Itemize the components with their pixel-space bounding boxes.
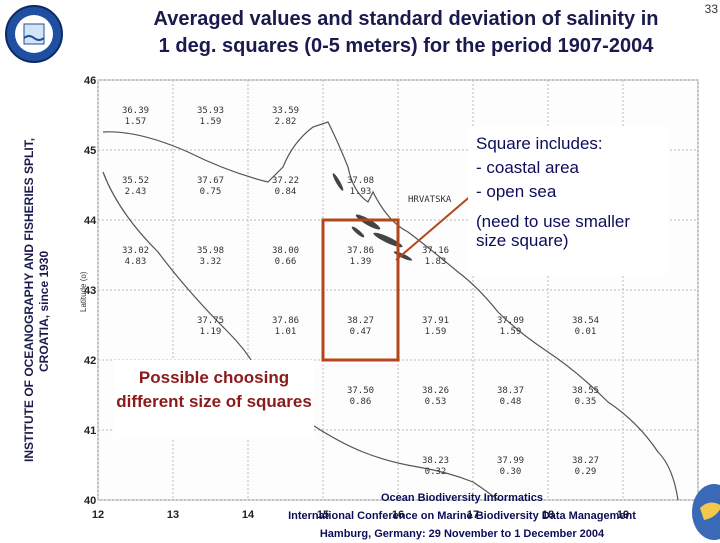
cell-mean: 37.86 xyxy=(272,316,299,326)
y-tick-label: 41 xyxy=(84,425,96,437)
institute-name: INSTITUTE OF OCEANOGRAPHY AND FISHERIES … xyxy=(22,137,36,462)
footer-line-1: Ocean Biodiversity Informatics xyxy=(381,492,543,504)
cell-sd: 0.32 xyxy=(425,467,447,477)
title-line-2: 1 deg. squares (0-5 meters) for the peri… xyxy=(158,35,654,57)
footer-line-2: International Conference on Marine Biodi… xyxy=(288,510,636,522)
cell-mean: 38.37 xyxy=(497,386,524,396)
cell-mean: 38.27 xyxy=(347,316,374,326)
cell-sd: 1.01 xyxy=(275,327,297,337)
x-tick-label: 18 xyxy=(542,509,554,521)
square-size-text: Possible choosing different size of squa… xyxy=(116,368,312,411)
cell-sd: 0.30 xyxy=(500,467,522,477)
note-line-5: size square) xyxy=(476,231,569,250)
highlighted-square xyxy=(321,218,400,362)
x-tick-label: 16 xyxy=(392,509,404,521)
x-tick-label: 17 xyxy=(467,509,479,521)
callout-pointer xyxy=(395,193,474,261)
cell-sd: 0.84 xyxy=(275,187,297,197)
cell-sd: 1.57 xyxy=(125,117,147,127)
cell-mean: 33.02 xyxy=(122,246,149,256)
x-tick-label: 13 xyxy=(167,509,179,521)
cell-sd: 2.43 xyxy=(125,187,147,197)
cell-sd: 1.93 xyxy=(350,187,372,197)
conference-logo xyxy=(692,484,720,540)
y-tick-label: 44 xyxy=(84,215,97,227)
cell-mean: 37.09 xyxy=(497,316,524,326)
cell-sd: 0.86 xyxy=(350,397,372,407)
y-tick-label: 42 xyxy=(84,355,96,367)
y-tick-label: 45 xyxy=(84,145,96,157)
cell-mean: 38.23 xyxy=(422,456,449,466)
cell-sd: 3.32 xyxy=(200,257,222,267)
cell-sd: 1.59 xyxy=(200,117,222,127)
institute-founded: CROATIA, since 1930 xyxy=(37,250,51,372)
square-note-callout: Square includes: - coastal area - open s… xyxy=(468,126,668,276)
cell-mean: 37.22 xyxy=(272,176,299,186)
page-number: 33 xyxy=(704,2,718,16)
note-line-2: - coastal area xyxy=(476,158,579,177)
y-axis-ticks: 46 45 44 43 42 41 40 xyxy=(84,75,97,507)
y-tick-label: 40 xyxy=(84,495,96,507)
map-place-label: HRVATSKA xyxy=(408,195,452,205)
cell-sd: 1.83 xyxy=(425,257,447,267)
square-size-callout: Possible choosing different size of squa… xyxy=(114,360,314,438)
cell-sd: 1.59 xyxy=(425,327,447,337)
cell-mean: 37.91 xyxy=(422,316,449,326)
x-tick-label: 14 xyxy=(242,509,255,521)
cell-mean: 35.93 xyxy=(197,106,224,116)
cell-sd: 0.66 xyxy=(275,257,297,267)
x-tick-label: 19 xyxy=(617,509,629,521)
cell-mean: 38.26 xyxy=(422,386,449,396)
cell-sd: 0.01 xyxy=(575,327,597,337)
cell-mean: 38.27 xyxy=(572,456,599,466)
cell-mean: 37.16 xyxy=(422,246,449,256)
cell-sd: 0.47 xyxy=(350,327,372,337)
conference-footer: Ocean Biodiversity Informatics Internati… xyxy=(262,489,662,543)
cell-mean: 37.86 xyxy=(347,246,374,256)
y-axis-label: Latitude (o) xyxy=(79,271,88,312)
y-tick-label: 43 xyxy=(84,285,96,297)
cell-sd: 1.39 xyxy=(350,257,372,267)
cell-sd: 0.53 xyxy=(425,397,447,407)
x-tick-label: 12 xyxy=(92,509,104,521)
cell-mean: 37.99 xyxy=(497,456,524,466)
cell-mean: 38.54 xyxy=(572,316,599,326)
cell-mean: 35.52 xyxy=(122,176,149,186)
title-line-1: Averaged values and standard deviation o… xyxy=(153,8,659,30)
y-tick-label: 46 xyxy=(84,75,96,87)
cell-mean: 37.75 xyxy=(197,316,224,326)
cell-mean: 36.39 xyxy=(122,106,149,116)
cell-sd: 2.82 xyxy=(275,117,297,127)
institute-logo xyxy=(5,5,63,63)
cell-sd: 1.19 xyxy=(200,327,222,337)
x-tick-label: 15 xyxy=(317,509,329,521)
note-line-4: (need to use smaller xyxy=(476,212,631,231)
cell-mean: 37.50 xyxy=(347,386,374,396)
slide-title: Averaged values and standard deviation o… xyxy=(100,6,712,60)
cell-mean: 35.98 xyxy=(197,246,224,256)
cell-sd: 0.35 xyxy=(575,397,597,407)
cell-mean: 38.55 xyxy=(572,386,599,396)
cell-mean: 37.08 xyxy=(347,176,374,186)
cell-sd: 0.75 xyxy=(200,187,222,197)
cell-sd: 0.48 xyxy=(500,397,522,407)
cell-sd: 1.59 xyxy=(500,327,522,337)
cell-mean: 38.00 xyxy=(272,246,299,256)
note-line-1: Square includes: xyxy=(476,134,603,153)
note-line-3: - open sea xyxy=(476,182,557,201)
cell-mean: 33.59 xyxy=(272,106,299,116)
footer-line-3: Hamburg, Germany: 29 November to 1 Decem… xyxy=(319,528,605,540)
cell-sd: 4.83 xyxy=(125,257,147,267)
cell-mean: 37.67 xyxy=(197,176,224,186)
cell-sd: 0.29 xyxy=(575,467,597,477)
